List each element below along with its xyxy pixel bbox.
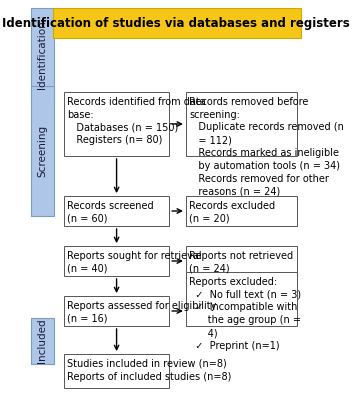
FancyBboxPatch shape <box>64 92 169 156</box>
Text: Records excluded
(n = 20): Records excluded (n = 20) <box>189 201 275 224</box>
FancyBboxPatch shape <box>31 318 54 364</box>
Text: Identification: Identification <box>37 21 47 89</box>
FancyBboxPatch shape <box>31 86 54 216</box>
Text: Reports assessed for eligibility
(n = 16): Reports assessed for eligibility (n = 16… <box>67 301 216 324</box>
Text: Records identified from data
base:
   Databases (n = 150)
   Registers (n= 80): Records identified from data base: Datab… <box>67 97 206 145</box>
FancyBboxPatch shape <box>64 296 169 326</box>
Text: Records removed before
screening:
   Duplicate records removed (n
   = 112)
   R: Records removed before screening: Duplic… <box>189 97 344 196</box>
Text: Identification of studies via databases and registers: Identification of studies via databases … <box>2 17 350 30</box>
FancyBboxPatch shape <box>64 246 169 276</box>
Text: Records screened
(n = 60): Records screened (n = 60) <box>67 201 154 224</box>
FancyBboxPatch shape <box>186 246 297 276</box>
FancyBboxPatch shape <box>31 8 54 102</box>
Text: Studies included in review (n=8)
Reports of included studies (n=8): Studies included in review (n=8) Reports… <box>67 359 232 382</box>
Text: Reports not retrieved
(n = 24): Reports not retrieved (n = 24) <box>189 251 293 274</box>
FancyBboxPatch shape <box>53 8 301 38</box>
FancyBboxPatch shape <box>186 92 297 156</box>
Text: Reports excluded:
  ✓  No full text (n = 3)
  ✓  Incompatible with
      the age: Reports excluded: ✓ No full text (n = 3)… <box>189 277 301 351</box>
FancyBboxPatch shape <box>64 196 169 226</box>
FancyBboxPatch shape <box>64 354 169 388</box>
Text: Reports sought for retrieval
(n = 40): Reports sought for retrieval (n = 40) <box>67 251 202 274</box>
FancyBboxPatch shape <box>186 272 297 326</box>
Text: Included: Included <box>37 319 47 363</box>
Text: Screening: Screening <box>37 125 47 177</box>
FancyBboxPatch shape <box>186 196 297 226</box>
